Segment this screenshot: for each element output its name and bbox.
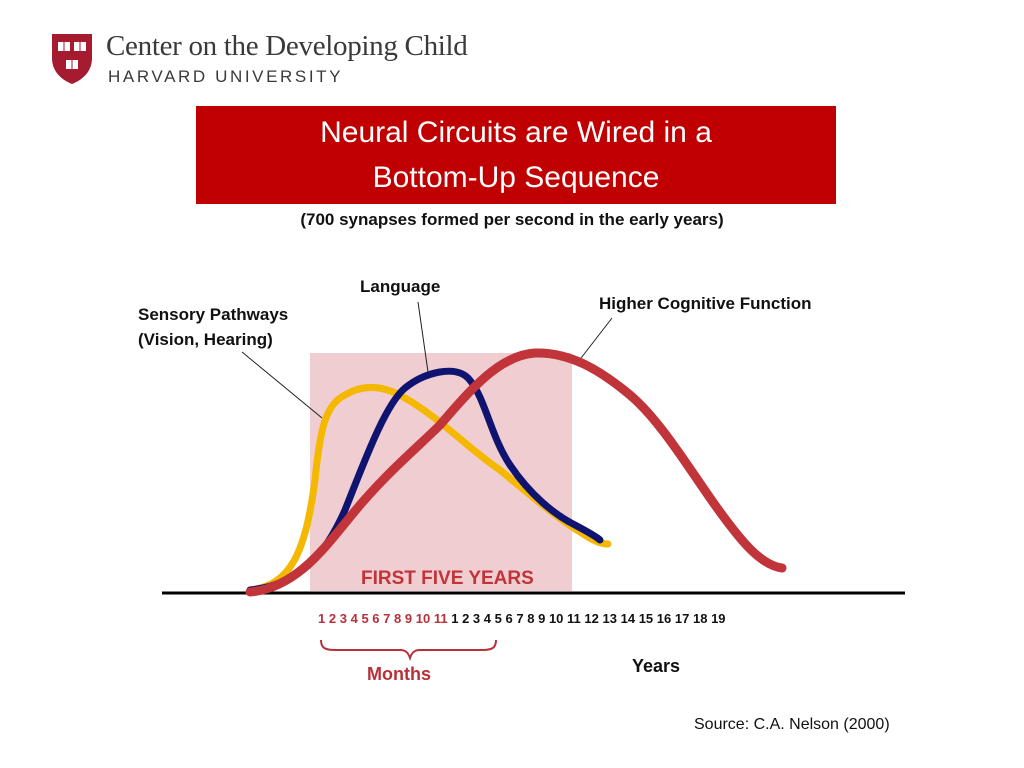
language-label: Language xyxy=(360,277,441,296)
year-tick: 14 xyxy=(620,611,636,626)
org-subtitle: HARVARD UNIVERSITY xyxy=(108,67,344,86)
month-tick: 11 xyxy=(433,611,448,626)
axis-tick-labels: 1 2 3 4 5 6 7 8 9 10 11 1 2 3 4 5 6 7 8 … xyxy=(318,611,726,626)
higher-cognitive-curve xyxy=(245,348,787,597)
year-tick: 2 xyxy=(462,611,470,626)
sensory-pathways-label: Sensory Pathways (Vision, Hearing) xyxy=(138,302,288,352)
months-label: Months xyxy=(367,664,431,684)
language-curve xyxy=(246,367,604,594)
year-tick: 7 xyxy=(516,611,524,626)
sensory-label-line1: Sensory Pathways xyxy=(138,305,289,324)
harvard-shield-icon xyxy=(52,34,92,84)
first-five-years-region xyxy=(310,353,572,591)
year-tick: 13 xyxy=(602,611,617,626)
month-tick: 4 xyxy=(350,611,358,626)
months-brace xyxy=(320,639,497,662)
sensory-label-line2: (Vision, Hearing) xyxy=(138,330,273,349)
year-tick: 17 xyxy=(674,611,690,626)
higher-leader-line xyxy=(577,317,613,363)
year-tick: 3 xyxy=(472,611,481,626)
year-tick: 1 xyxy=(451,611,459,626)
higher-cognitive-label: Higher Cognitive Function xyxy=(599,294,812,313)
language-leader-line xyxy=(417,301,429,373)
month-tick: 3 xyxy=(339,611,347,626)
year-tick: 4 xyxy=(483,611,492,626)
slide-title-line2: Bottom-Up Sequence xyxy=(372,161,660,194)
month-tick: 1 xyxy=(318,611,326,626)
year-tick: 15 xyxy=(638,611,654,626)
slide-subtitle: (700 synapses formed per second in the e… xyxy=(300,210,724,229)
year-tick: 19 xyxy=(711,611,726,626)
year-tick: 18 xyxy=(692,611,708,626)
month-tick: 10 xyxy=(415,611,431,626)
year-tick: 6 xyxy=(505,611,513,626)
year-tick: 8 xyxy=(527,611,535,626)
month-tick: 6 xyxy=(372,611,380,626)
source-citation: Source: C.A. Nelson (2000) xyxy=(694,716,890,733)
year-tick: 9 xyxy=(538,611,546,626)
slide-title: Neural Circuits are Wired in a Bottom-Up… xyxy=(196,106,836,204)
years-label: Years xyxy=(632,656,681,676)
month-tick: 5 xyxy=(361,611,369,626)
first-five-years-label: FIRST FIVE YEARS xyxy=(361,568,534,589)
year-tick: 12 xyxy=(584,611,599,626)
slide-title-line1: Neural Circuits are Wired in a xyxy=(320,116,712,149)
org-name: Center on the Developing Child xyxy=(106,30,468,62)
month-tick: 7 xyxy=(383,611,391,626)
sensory-leader-line xyxy=(241,351,323,419)
month-tick: 9 xyxy=(404,611,413,626)
month-tick: 8 xyxy=(394,611,402,626)
year-tick: 10 xyxy=(548,611,564,626)
year-tick: 11 xyxy=(567,611,581,626)
year-tick: 5 xyxy=(494,611,502,626)
year-tick: 16 xyxy=(656,611,672,626)
month-tick: 2 xyxy=(328,611,337,626)
